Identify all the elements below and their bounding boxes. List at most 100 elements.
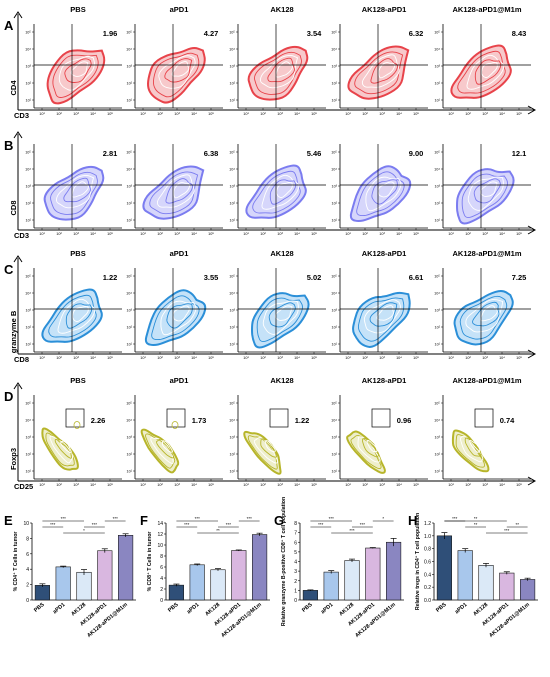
x-tick-label: 10³ [482,232,488,236]
flow-plot: PBS 10¹ 10¹ 10² 10² 10³ 10³ 10⁴ 10⁴ 10⁵ 10⁵ 2.26 [25,376,122,487]
group-title: AK128-aPD1 [362,249,407,258]
x-tick-label: AK128-aPD1@M1m [354,602,397,639]
significance-label: *** [226,522,232,527]
panel-letter: D [4,389,13,404]
y-tick-label: 4 [294,560,297,566]
bar [231,550,247,601]
y-tick-label: 10³ [230,65,236,69]
y-tick-label: 4 [26,567,29,573]
y-tick-label: 8 [294,521,297,527]
y-tick-label: 10³ [332,436,338,440]
density-contour [71,306,89,323]
y-axis-title: % CD4⁺ T Cells in tumor [13,532,19,592]
density-contour [261,174,300,210]
x-tick-label: 10³ [73,356,79,360]
y-tick-label: 10¹ [26,343,32,347]
density-contour [64,58,92,83]
density-contour [49,435,74,464]
x-tick-label: 10¹ [243,356,249,360]
x-tick-label: 10⁵ [107,112,113,116]
density-contour [54,438,72,459]
group-title: AK128 [270,376,293,385]
panel-letter: E [4,513,13,528]
x-tick-label: 10¹ [448,232,454,236]
y-tick-label: 10⁵ [229,151,235,155]
y-tick-label: 0.6 [424,560,431,566]
x-tick-label: 10⁴ [191,483,197,487]
density-contour [45,432,75,467]
y-tick-label: 10¹ [332,343,338,347]
y-tick-label: 10³ [26,309,32,313]
gate-percentage: 6.32 [409,29,424,38]
y-axis-title: CD4 [9,80,18,96]
x-arrow-head [527,476,537,486]
y-tick-label: 10⁵ [434,402,440,406]
x-tick-label: AK128 [338,602,355,618]
x-tick-label: 10³ [482,483,488,487]
density-contour [150,437,174,464]
gate-percentage: 4.27 [204,29,219,38]
x-tick-label: 10⁵ [516,483,522,487]
bar [168,584,184,601]
y-tick-label: 10³ [26,436,32,440]
y-tick-label: 10² [332,202,338,206]
flow-plot: 10¹ 10¹ 10² 10² 10³ 10³ 10⁴ 10⁴ 10⁵ 10⁵ 5.46 [229,144,326,236]
y-tick-label: 10¹ [435,219,441,223]
y-tick-label: 10¹ [332,219,338,223]
y-tick-label: 10⁵ [25,151,31,155]
gate-box [269,408,289,428]
x-tick-label: 10² [56,356,62,360]
y-tick-label: 10⁴ [331,419,337,423]
bar [386,541,402,601]
y-tick-label: 10¹ [26,470,32,474]
x-tick-label: 10⁵ [413,356,419,360]
x-tick-label: 10⁴ [499,483,505,487]
y-tick-label: 10¹ [230,470,236,474]
density-contour [52,54,99,98]
y-tick-label: 10³ [26,65,32,69]
x-tick-label: 10⁴ [90,483,96,487]
y-arrow-head [13,11,23,19]
x-tick-label: 10⁵ [413,232,419,236]
x-tick-label: 10¹ [243,112,249,116]
density-contour [152,52,200,98]
x-tick-label: 10² [260,232,266,236]
y-tick-label: 10⁵ [229,402,235,406]
flow-plot: PBS 10¹ 10¹ 10² 10² 10³ 10³ 10⁴ 10⁴ 10⁵ 10⁵ 1.96 [25,5,122,116]
x-tick-label: 10¹ [140,232,146,236]
y-tick-label: 10⁴ [434,292,440,296]
density-contour [464,437,482,457]
x-tick-label: 10² [362,356,368,360]
y-tick-label: 5 [294,550,297,556]
significance-label: *** [50,522,56,527]
density-contour [268,302,296,328]
y-tick-label: 10² [127,453,133,457]
flow-plot: AK128-aPD1@M1m 10¹ 10¹ 10² 10² 10³ 10³ 10⁴ 10⁴ 10… [434,376,531,487]
x-tick-label: 10⁴ [191,112,197,116]
density-contour [370,58,399,84]
density-contour [472,301,500,327]
x-tick-label: 10⁵ [208,112,214,116]
x-tick-label: PBS [435,602,448,614]
x-tick-label: aPD1 [186,602,200,615]
y-tick-label: 10² [230,82,236,86]
gate-percentage: 6.38 [204,149,219,158]
density-contour [60,440,72,454]
gate-box [371,408,391,428]
y-tick-label: 1.2 [424,521,431,527]
density-contour [262,300,299,335]
x-tick-label: 10² [465,112,471,116]
x-tick-label: aPD1 [320,602,334,615]
panel-letter: G [274,513,284,528]
density-contour [162,440,173,453]
x-tick-label: 10¹ [39,112,45,116]
density-contour [377,181,395,198]
y-tick-label: 4 [160,576,163,582]
x-tick-label: 10⁵ [311,483,317,487]
significance-label: *** [113,516,119,521]
flow-plot: AK128-aPD1@M1m 10¹ 10¹ 10² 10² 10³ 10³ 10⁴ 10⁴ 10… [434,249,531,360]
gate-percentage: 0.74 [500,416,515,425]
significance-label: *** [349,528,355,533]
y-tick-label: 10⁴ [126,48,132,52]
x-tick-label: AK128 [70,602,87,618]
